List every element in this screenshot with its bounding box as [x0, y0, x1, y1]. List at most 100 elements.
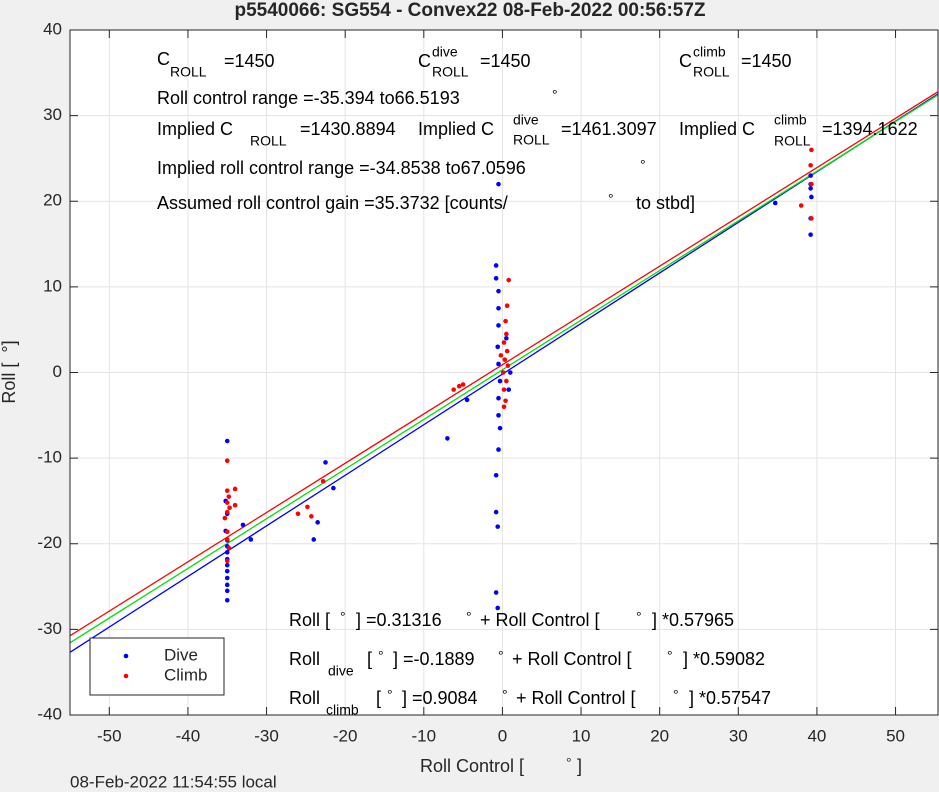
- point: [493, 263, 499, 268]
- point: [498, 353, 504, 358]
- point: [493, 472, 499, 478]
- point: [295, 511, 301, 517]
- x-axis-label: °: [566, 755, 572, 771]
- point: [504, 331, 509, 337]
- point: [506, 387, 512, 392]
- point: [224, 562, 230, 568]
- y-tick-label: -20: [37, 533, 62, 552]
- x-tick-label: 0: [498, 726, 507, 745]
- point: [226, 494, 232, 499]
- point: [464, 397, 470, 403]
- point: [224, 500, 230, 505]
- point: [496, 413, 501, 418]
- annotation: °: [387, 687, 393, 703]
- point: [224, 597, 230, 603]
- annotation: Roll: [289, 688, 320, 708]
- point: [501, 340, 507, 345]
- annotation: ] *0.57965: [652, 610, 734, 630]
- point: [224, 529, 230, 535]
- x-axis-label: Roll Control [: [420, 756, 524, 776]
- point: [496, 305, 501, 311]
- point: [501, 387, 507, 392]
- annotation: Roll control range =-35.394 to66.5193: [157, 88, 460, 108]
- annotation: climb: [693, 44, 726, 60]
- point: [504, 378, 509, 384]
- legend-label: Climb: [164, 665, 207, 684]
- annotation: ] =-0.1889: [393, 649, 475, 669]
- point: [496, 395, 501, 401]
- x-tick-label: 40: [807, 726, 826, 745]
- y-tick-label: -10: [37, 448, 62, 467]
- y-tick-label: 10: [43, 276, 62, 295]
- annotation: dive: [432, 44, 458, 60]
- x-tick-label: 20: [650, 726, 669, 745]
- legend-label: Dive: [164, 645, 198, 664]
- annotation: ROLL: [513, 132, 550, 148]
- point: [505, 363, 511, 368]
- annotation: °: [378, 648, 384, 664]
- point: [240, 522, 246, 528]
- legend-marker: [123, 653, 129, 659]
- y-tick-label: 20: [43, 191, 62, 210]
- annotation: °: [466, 609, 472, 625]
- point: [500, 370, 506, 375]
- point: [451, 387, 456, 392]
- y-tick-label: -30: [37, 619, 62, 638]
- point: [224, 488, 230, 493]
- point: [248, 537, 254, 542]
- point: [507, 370, 513, 375]
- annotation: °: [498, 648, 504, 664]
- annotation: dive: [513, 112, 539, 128]
- annotation: =1461.3097: [561, 119, 657, 139]
- point: [227, 505, 232, 511]
- x-tick-label: -20: [333, 726, 358, 745]
- annotation: Implied C: [418, 119, 494, 139]
- y-tick-label: -40: [37, 704, 62, 723]
- annotation: C: [418, 51, 431, 71]
- annotation: Implied C: [157, 119, 233, 139]
- point: [798, 203, 804, 208]
- point: [496, 361, 501, 367]
- point: [311, 537, 317, 542]
- point: [460, 382, 466, 387]
- point: [504, 303, 510, 309]
- point: [495, 605, 501, 611]
- point: [495, 524, 501, 529]
- annotation: °: [640, 157, 646, 173]
- y-tick-label: 0: [53, 362, 62, 381]
- point: [331, 485, 336, 491]
- point: [493, 590, 499, 595]
- annotation: °: [667, 648, 673, 664]
- point: [323, 460, 328, 465]
- point: [315, 520, 320, 525]
- annotation: ] *0.57547: [689, 688, 771, 708]
- annotation: dive: [328, 663, 354, 679]
- annotation: C: [679, 51, 692, 71]
- point: [772, 200, 778, 206]
- annotation: climb: [326, 702, 359, 718]
- annotation: [: [367, 649, 372, 669]
- point: [504, 348, 510, 354]
- annotation: Implied roll control range =-34.8538 to6…: [157, 158, 526, 178]
- point: [320, 478, 326, 484]
- annotation: =1430.8894: [300, 119, 396, 139]
- legend-marker: [123, 673, 129, 679]
- x-tick-label: -50: [97, 726, 122, 745]
- annotation: °: [673, 687, 679, 703]
- point: [497, 425, 503, 431]
- point: [496, 181, 501, 187]
- point: [502, 357, 508, 362]
- point: [808, 186, 813, 191]
- annotation: =1450: [224, 51, 275, 71]
- annotation: ROLL: [432, 64, 469, 80]
- footer: 08-Feb-2022 11:54:55 local: [70, 772, 277, 791]
- annotation: Implied C: [679, 119, 755, 139]
- point: [506, 277, 512, 283]
- y-tick-label: 30: [43, 105, 62, 124]
- point: [493, 276, 499, 281]
- annotation: [: [376, 688, 381, 708]
- annotation: °: [502, 687, 508, 703]
- annotation: =1394.1622: [822, 119, 918, 139]
- axes-box: [69, 29, 939, 716]
